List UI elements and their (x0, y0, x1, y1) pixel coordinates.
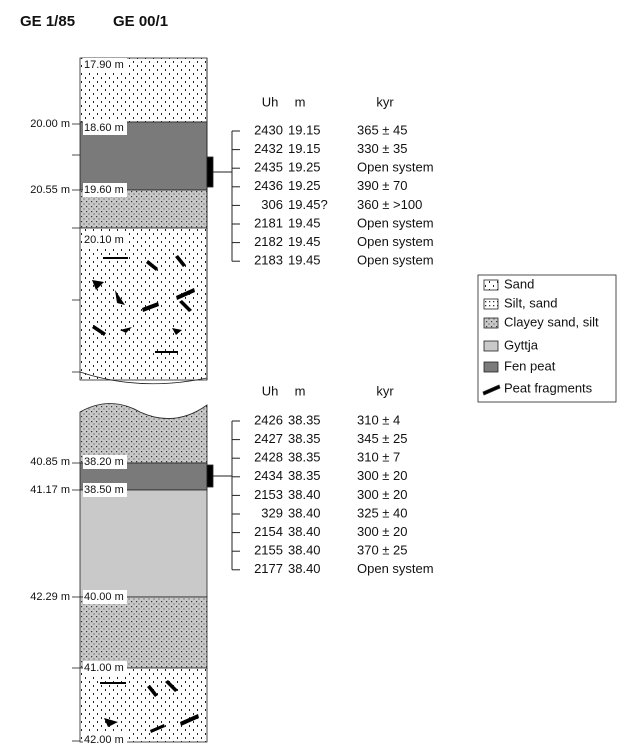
label-bg (83, 590, 127, 604)
depth: 38.40 (288, 543, 321, 558)
depth: 38.40 (288, 487, 321, 502)
depth: 19.15 (288, 141, 321, 156)
label-bg (83, 121, 127, 135)
depth: 38.40 (288, 561, 321, 576)
age: 325 ± 40 (357, 505, 408, 520)
depth: 19.45? (288, 197, 328, 212)
lab-number: 306 (261, 197, 283, 212)
lab-number: 2177 (254, 561, 283, 576)
age: 300 ± 20 (357, 487, 408, 502)
lab-number: 2428 (254, 450, 283, 465)
lab-number: 2154 (254, 524, 283, 539)
depth: 38.40 (288, 505, 321, 520)
depth-label: 42.29 m (30, 591, 70, 603)
depth: 19.25 (288, 160, 321, 175)
column-header: Uh (262, 383, 279, 398)
depth-label: 41.00 m (84, 662, 124, 674)
label-bg (83, 661, 127, 675)
header: GE 1/85 (20, 13, 75, 30)
lab-number: 2153 (254, 487, 283, 502)
age: 345 ± 25 (357, 431, 408, 446)
depth: 38.35 (288, 412, 321, 427)
columns (72, 57, 617, 743)
depth-label: 20.10 m (84, 234, 124, 246)
depth-label: 40.85 m (30, 456, 70, 468)
depth: 38.35 (288, 431, 321, 446)
age: Open system (357, 234, 434, 249)
label-bg (83, 455, 127, 469)
age: 330 ± 35 (357, 141, 408, 156)
depth-label: 40.00 m (84, 591, 124, 603)
depth: 19.15 (288, 122, 321, 137)
depth-label: 19.60 m (84, 184, 124, 196)
lab-number: 2435 (254, 160, 283, 175)
age: 365 ± 45 (357, 122, 408, 137)
column-header: Uh (262, 94, 279, 109)
depth: 19.45 (288, 215, 321, 230)
age: 310 ± 7 (357, 450, 400, 465)
lab-number: 329 (261, 505, 283, 520)
age: 310 ± 4 (357, 412, 400, 427)
label-bg (83, 483, 127, 497)
label-bg (83, 233, 127, 247)
lab-number: 2155 (254, 543, 283, 558)
depth-label: 38.20 m (84, 456, 124, 468)
lab-number: 2427 (254, 431, 283, 446)
legend-label: Gyttja (504, 337, 539, 352)
depth-label: 41.17 m (30, 484, 70, 496)
age: 300 ± 20 (357, 524, 408, 539)
label-bg (83, 733, 127, 747)
age: 360 ± >100 (357, 197, 422, 212)
lab-number: 2182 (254, 234, 283, 249)
depth-label: 42.00 m (84, 734, 124, 745)
depth: 38.35 (288, 450, 321, 465)
depth-label: 20.55 m (30, 184, 70, 196)
lab-number: 2436 (254, 178, 283, 193)
depth: 38.40 (288, 524, 321, 539)
legend-label: Sand (504, 276, 534, 291)
lab-number: 2181 (254, 215, 283, 230)
legend-label: Silt, sand (504, 295, 557, 310)
depth: 19.25 (288, 178, 321, 193)
age: Open system (357, 253, 434, 268)
age: 300 ± 20 (357, 468, 408, 483)
depth: 19.45 (288, 253, 321, 268)
depth-label: 17.90 m (84, 59, 124, 71)
column-header: kyr (376, 383, 394, 398)
legend-label: Fen peat (504, 358, 556, 373)
label-bg (83, 58, 127, 72)
depth-label: 20.00 m (30, 118, 70, 130)
lab-number: 2432 (254, 141, 283, 156)
age: 370 ± 25 (357, 543, 408, 558)
legend-label: Clayey sand, silt (504, 314, 599, 329)
column-header: m (295, 94, 306, 109)
lab-number: 2426 (254, 412, 283, 427)
column-header: kyr (376, 94, 394, 109)
label-bg (83, 183, 127, 197)
lab-number: 2430 (254, 122, 283, 137)
depth: 19.45 (288, 234, 321, 249)
age: Open system (357, 215, 434, 230)
depth-label: 18.60 m (84, 122, 124, 134)
age: 390 ± 70 (357, 178, 408, 193)
age: Open system (357, 561, 434, 576)
depth: 38.35 (288, 468, 321, 483)
column-header: m (295, 383, 306, 398)
age: Open system (357, 160, 434, 175)
depth-label: 38.50 m (84, 484, 124, 496)
header: GE 00/1 (113, 13, 168, 30)
legend-label: Peat fragments (504, 380, 593, 395)
lab-number: 2434 (254, 468, 283, 483)
lab-number: 2183 (254, 253, 283, 268)
